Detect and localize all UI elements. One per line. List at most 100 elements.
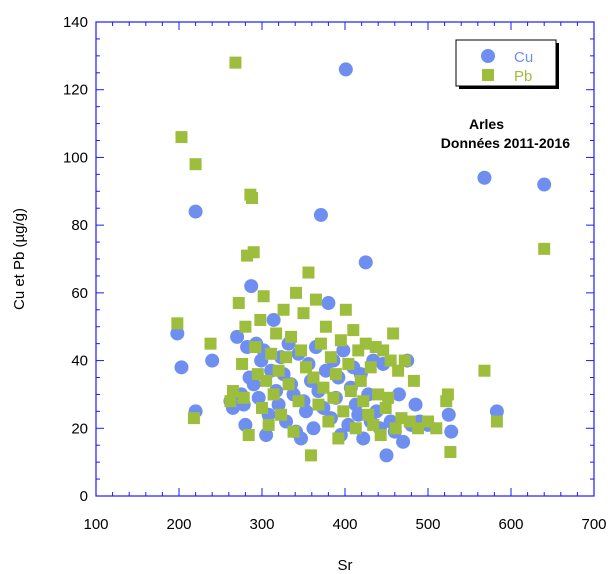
legend-marker-pb <box>482 69 494 81</box>
point-pb <box>242 429 255 442</box>
point-cu <box>188 204 203 219</box>
point-pb <box>339 303 352 316</box>
point-pb <box>372 388 385 401</box>
point-cu <box>246 377 261 392</box>
point-pb <box>302 266 315 279</box>
axis-ticks <box>95 21 595 497</box>
data-marks <box>170 56 552 463</box>
point-pb <box>309 293 322 306</box>
y-tick-label: 40 <box>71 353 88 370</box>
point-pb <box>334 334 347 347</box>
point-pb <box>407 374 420 387</box>
point-cu <box>391 387 406 402</box>
point-cu <box>298 404 313 419</box>
point-pb <box>387 327 400 340</box>
point-pb <box>357 395 370 408</box>
point-pb <box>314 337 327 350</box>
point-pb <box>324 351 337 364</box>
point-cu <box>271 397 286 412</box>
point-pb <box>239 320 252 333</box>
point-pb <box>329 368 342 381</box>
point-pb <box>490 415 503 428</box>
point-pb <box>430 422 443 435</box>
point-pb <box>362 408 375 421</box>
point-pb <box>275 408 288 421</box>
point-pb <box>297 307 310 320</box>
x-axis-label: Sr <box>338 557 353 574</box>
point-cu <box>266 312 281 327</box>
point-cu <box>379 448 394 463</box>
x-tick-label: 200 <box>166 516 191 533</box>
point-pb <box>247 246 260 259</box>
point-pb <box>384 354 397 367</box>
y-tick-label: 0 <box>80 488 88 505</box>
x-tick-label: 400 <box>332 516 357 533</box>
point-cu <box>356 431 371 446</box>
x-tick-label: 700 <box>581 516 606 533</box>
legend: Cu Pb <box>455 39 559 89</box>
point-cu <box>170 326 185 341</box>
legend-label-pb: Pb <box>514 68 532 85</box>
point-pb <box>229 56 242 69</box>
point-pb <box>342 357 355 370</box>
point-pb <box>389 422 402 435</box>
point-pb <box>224 395 237 408</box>
point-pb <box>319 320 332 333</box>
point-cu <box>336 343 351 358</box>
point-pb <box>187 412 200 425</box>
point-pb <box>364 361 377 374</box>
point-pb <box>374 429 387 442</box>
point-pb <box>232 297 245 310</box>
point-cu <box>537 177 552 192</box>
point-pb <box>262 418 275 431</box>
x-tick-label: 500 <box>415 516 440 533</box>
point-pb <box>295 344 308 357</box>
point-pb <box>377 344 390 357</box>
y-tick-label: 60 <box>71 285 88 302</box>
point-cu <box>408 397 423 412</box>
point-pb <box>171 317 184 330</box>
y-axis-label: Cu et Pb (µg/g) <box>11 208 28 310</box>
point-pb <box>382 391 395 404</box>
point-cu <box>441 407 456 422</box>
annotation-line-2: Données 2011-2016 <box>441 135 570 151</box>
point-pb <box>292 395 305 408</box>
point-cu <box>444 424 459 439</box>
point-pb <box>347 324 360 337</box>
point-pb <box>312 398 325 411</box>
point-pb <box>257 290 270 303</box>
point-pb <box>398 354 411 367</box>
point-pb <box>478 364 491 377</box>
point-pb <box>246 192 259 205</box>
point-pb <box>256 401 268 414</box>
x-tick-label: 600 <box>498 516 523 533</box>
point-pb <box>367 418 380 431</box>
x-tick-label: 300 <box>249 516 274 533</box>
point-pb <box>249 341 262 354</box>
point-pb <box>392 364 405 377</box>
point-cu <box>396 434 411 449</box>
point-cu <box>174 360 189 375</box>
point-cu <box>251 390 266 405</box>
point-pb <box>277 303 290 316</box>
x-tick-label: 100 <box>83 516 108 533</box>
legend-marker-cu <box>481 49 495 63</box>
point-cu <box>358 255 373 270</box>
point-pb <box>285 330 298 343</box>
legend-shadow <box>459 86 559 89</box>
point-pb <box>270 327 283 340</box>
tick-labels: 100 200 300 400 500 600 700 0 20 40 60 80 100 120 140 <box>63 14 607 533</box>
point-pb <box>359 337 372 350</box>
point-cu <box>351 407 366 422</box>
point-pb <box>290 286 303 299</box>
point-pb <box>441 388 454 401</box>
y-tick-label: 140 <box>63 14 88 31</box>
point-pb <box>379 401 392 414</box>
point-pb <box>332 432 345 445</box>
point-pb <box>354 374 367 387</box>
point-pb <box>236 357 249 370</box>
point-pb <box>412 422 425 435</box>
point-pb <box>317 381 330 394</box>
point-pb <box>287 425 300 438</box>
